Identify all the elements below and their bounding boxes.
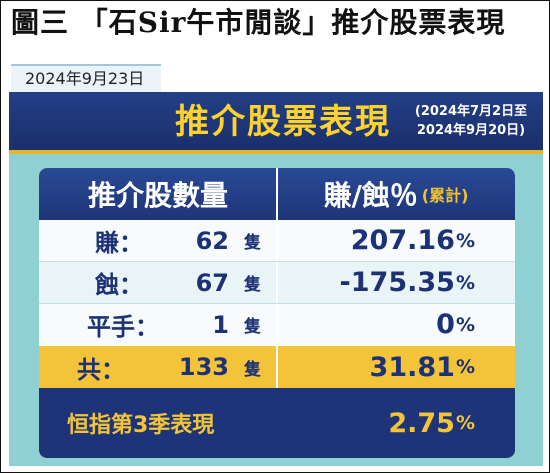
pct-cell: 207.16 % <box>277 220 515 261</box>
total-label: 共： <box>77 355 125 384</box>
header-pct-sublabel: (累計) <box>421 186 469 205</box>
count-cell: 共： 133 隻 <box>39 346 277 388</box>
header-pct-label: 賺/蝕％ <box>323 179 418 212</box>
row-unit: 隻 <box>244 233 261 253</box>
count-cell: 蝕： 67 隻 <box>39 262 277 303</box>
header-cell-count: 推介股數量 <box>39 168 277 220</box>
banner: 2024年9月23日 推介股票表現 (2024年7月2日至 2024年9月20日… <box>9 46 543 154</box>
header-count-label: 推介股數量 <box>87 179 228 212</box>
title-bar: 推介股票表現 (2024年7月2日至 2024年9月20日) <box>9 92 543 152</box>
column-divider <box>276 262 278 303</box>
row-count: 67 <box>195 268 229 297</box>
period-line-2: 2024年9月20日) <box>416 123 526 138</box>
pct-cell: 2.75 % <box>277 388 515 458</box>
index-pct: 2.75 <box>388 407 455 439</box>
total-pct-sign: % <box>455 356 475 378</box>
index-label-cell: 恒指第3季表現 <box>39 388 277 458</box>
table-header: 推介股數量 賺/蝕％ (累計) <box>39 168 515 220</box>
row-pct-sign: % <box>455 313 475 336</box>
row-pct: -175.35 <box>339 267 455 298</box>
row-pct-sign: % <box>455 271 475 294</box>
table-row-gain: 賺： 62 隻 207.16 % <box>39 220 515 261</box>
infographic-panel: 2024年9月23日 推介股票表現 (2024年7月2日至 2024年9月20日… <box>9 46 543 466</box>
total-pct: 31.81 <box>369 351 455 383</box>
column-divider <box>276 304 278 345</box>
date-tab: 2024年9月23日 <box>11 64 161 92</box>
table-row-loss: 蝕： 67 隻 -175.35 % <box>39 262 515 303</box>
header-cell-pct: 賺/蝕％ (累計) <box>277 168 515 220</box>
total-unit: 隻 <box>244 359 261 380</box>
pct-cell: 0 % <box>277 304 515 345</box>
table-row-total: 共： 133 隻 31.81 % <box>39 346 515 388</box>
table-row-index: 恒指第3季表現 2.75 % <box>39 388 515 458</box>
period-line-1: (2024年7月2日至 <box>414 104 528 119</box>
total-count: 133 <box>178 353 229 381</box>
pct-cell: -175.35 % <box>277 262 515 303</box>
row-pct: 0 <box>436 309 455 340</box>
row-pct: 207.16 <box>350 225 455 256</box>
row-label: 平手： <box>87 313 159 341</box>
row-unit: 隻 <box>244 317 261 337</box>
index-label: 恒指第3季表現 <box>67 413 215 438</box>
count-cell: 平手： 1 隻 <box>39 304 277 345</box>
row-label: 賺： <box>95 229 143 257</box>
table-row-flat: 平手： 1 隻 0 % <box>39 304 515 345</box>
period-range: (2024年7月2日至 2024年9月20日) <box>401 102 541 140</box>
column-divider <box>276 168 278 220</box>
row-separator <box>39 303 515 304</box>
pct-cell: 31.81 % <box>277 346 515 388</box>
row-pct-sign: % <box>455 229 475 252</box>
row-label: 蝕： <box>95 271 143 299</box>
count-cell: 賺： 62 隻 <box>39 220 277 261</box>
column-divider <box>276 346 278 388</box>
performance-table: 推介股數量 賺/蝕％ (累計) 賺： 62 隻 207.16 % <box>39 168 515 458</box>
main-title: 推介股票表現 <box>175 102 391 142</box>
date-label: 2024年9月23日 <box>25 69 145 88</box>
row-separator <box>39 261 515 262</box>
index-pct-sign: % <box>455 412 475 434</box>
column-divider <box>276 220 278 261</box>
row-count: 1 <box>212 310 229 339</box>
figure-title: 圖三 「石Sir午市閒談」推介股票表現 <box>11 6 506 39</box>
row-count: 62 <box>195 226 229 255</box>
gold-underline <box>9 150 543 154</box>
row-unit: 隻 <box>244 275 261 295</box>
